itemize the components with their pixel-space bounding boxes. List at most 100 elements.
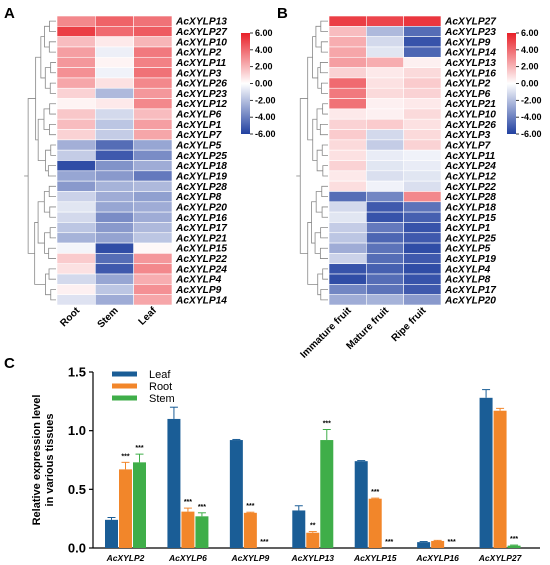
colorbar-tick-label: 2.00 <box>521 62 539 72</box>
dendrogram-branch <box>311 201 317 244</box>
dendrogram-branch <box>45 273 51 296</box>
heatmap-cell <box>95 15 134 27</box>
heatmap-cell <box>403 77 442 89</box>
heatmap-cell <box>403 191 442 203</box>
gene-label: AcXYLP25 <box>175 151 227 162</box>
heatmap-cell <box>95 191 134 203</box>
panel-letter: B <box>277 5 288 22</box>
heatmap-cell <box>328 87 367 99</box>
heatmap-cell <box>328 67 367 79</box>
legend-label: Leaf <box>149 369 171 381</box>
heatmap-cell <box>403 149 442 161</box>
heatmap-cell <box>366 211 404 223</box>
x-tick-label: AcXYLP15 <box>353 553 397 563</box>
heatmap-cell <box>403 56 442 68</box>
gene-label: AcXYLP10 <box>444 110 496 121</box>
gene-label: AcXYLP23 <box>444 27 496 38</box>
colorbar-tick-label: -6.00 <box>521 129 542 139</box>
gene-label: AcXYLP16 <box>444 68 496 79</box>
heatmap-cell <box>403 294 442 306</box>
dendrogram-branch <box>312 36 318 79</box>
gene-label: AcXYLP10 <box>175 37 227 48</box>
heatmap-cell <box>403 222 442 234</box>
heatmap-cell <box>403 15 442 27</box>
heatmap-cell <box>403 211 442 223</box>
dendrogram-branch <box>319 247 328 259</box>
heatmap-cell <box>56 129 96 141</box>
gene-label: AcXYLP24 <box>175 264 227 275</box>
gene-label: AcXYLP24 <box>444 161 496 172</box>
dendrogram-branch <box>44 25 50 48</box>
heatmap-cell <box>403 98 442 110</box>
dendrogram-branch <box>45 149 51 172</box>
dendrogram-branch <box>322 268 328 280</box>
gene-label: AcXYLP28 <box>444 192 496 203</box>
heatmap-cell <box>95 98 134 110</box>
gene-label: AcXYLP5 <box>175 141 222 152</box>
heatmap-cell <box>366 160 404 172</box>
dendrogram-branch <box>320 20 328 32</box>
gene-label: AcXYLP6 <box>444 89 491 100</box>
gene-label: AcXYLP6 <box>175 110 222 121</box>
heatmap-cell <box>133 191 173 203</box>
heatmap-cell <box>403 108 442 120</box>
colorbar-tick-label: 6.00 <box>521 28 539 38</box>
x-tick-label: AcXYLP16 <box>415 553 459 563</box>
dendrogram-branch <box>43 108 50 130</box>
heatmap-cell <box>56 253 96 265</box>
gene-label: AcXYLP27 <box>444 17 497 28</box>
dendrogram-branch <box>320 289 328 301</box>
heatmap-cell <box>366 108 404 120</box>
significance-marker: *** <box>121 453 129 460</box>
heatmap-cell <box>56 56 96 68</box>
heatmap-cell <box>133 284 173 295</box>
heatmap-cell <box>133 56 173 68</box>
heatmap-cell <box>95 170 134 182</box>
panel-c-bar-chart: C 0.0 0.5 1.0 1.5 Relative expression levelin… <box>4 355 540 563</box>
significance-marker: *** <box>184 499 192 506</box>
heatmap-cell <box>133 67 173 79</box>
dendrogram-branch <box>314 232 321 254</box>
heatmap-cell <box>366 129 404 141</box>
heatmap-cell <box>95 36 134 48</box>
heatmap-cell <box>95 67 134 79</box>
y-tick-label: 1.0 <box>68 423 86 438</box>
legend-label: Stem <box>149 393 175 405</box>
gene-label: AcXYLP20 <box>444 295 496 306</box>
heatmap-cell <box>366 170 404 182</box>
x-tick-label: AcXYLP6 <box>168 553 207 563</box>
colorbar-tick-label: 6.00 <box>255 28 273 38</box>
heatmap-cell <box>95 26 134 37</box>
bar-stem <box>507 545 521 548</box>
dendrogram-branch <box>48 247 56 259</box>
dendrogram-branch <box>321 206 328 218</box>
dendrogram-branch <box>50 289 56 301</box>
gene-label: AcXYLP19 <box>444 254 496 265</box>
heatmap-cell <box>95 56 134 68</box>
heatmap-cell <box>133 26 173 37</box>
heatmap-cell <box>56 232 96 244</box>
panel-letter: A <box>4 5 15 22</box>
heatmap-cell <box>366 294 404 306</box>
gene-label: AcXYLP17 <box>175 223 228 234</box>
gene-label: AcXYLP14 <box>175 295 227 306</box>
dendrogram-branch <box>317 273 323 296</box>
gene-label: AcXYLP2 <box>175 48 222 59</box>
heatmap-cell <box>328 294 367 306</box>
colorbar-tick-label: -2.00 <box>521 95 542 105</box>
y-axis-label-line: Relative expression level <box>31 395 43 526</box>
dendrogram-branch <box>27 98 36 254</box>
heatmap-cell <box>366 77 404 89</box>
dendrogram-branch <box>44 67 51 89</box>
heatmap-cell <box>133 36 173 48</box>
heatmap-cell <box>95 139 134 151</box>
heatmap-cell <box>403 232 442 244</box>
gene-label: AcXYLP3 <box>175 68 222 79</box>
dendrogram-branch <box>317 67 322 89</box>
column-label: Stem <box>96 305 121 330</box>
heatmap-cell <box>56 46 96 58</box>
heatmap-cell <box>95 222 134 234</box>
bar-root <box>181 511 195 548</box>
heatmap-cell <box>403 242 442 254</box>
dendrogram-branch <box>49 123 56 136</box>
